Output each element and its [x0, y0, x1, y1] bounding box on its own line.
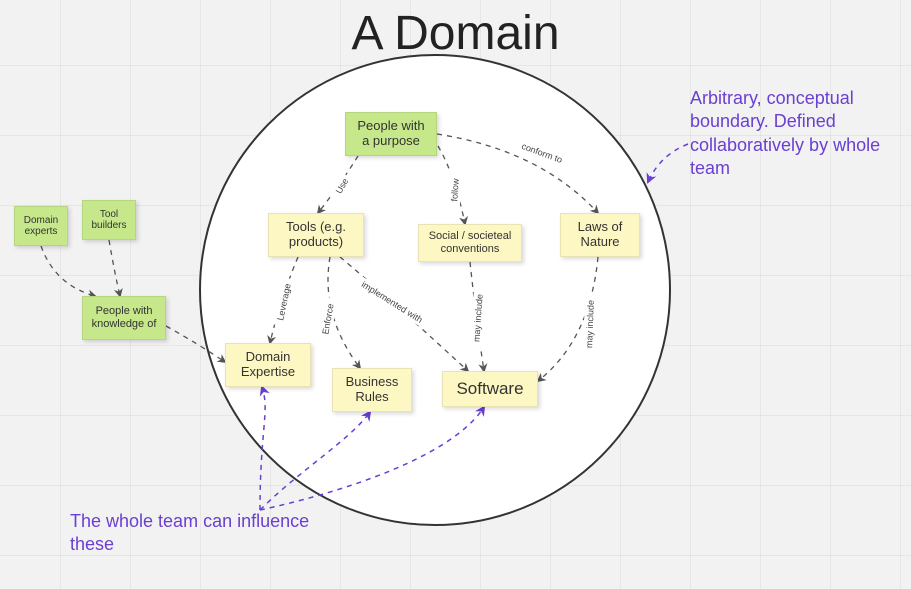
annotation-boundary: Arbitrary, conceptual boundary. Defined …: [690, 87, 900, 181]
sticky-business-rules: Business Rules: [332, 368, 412, 412]
sticky-tool-builders: Tool builders: [82, 200, 136, 240]
sticky-laws: Laws of Nature: [560, 213, 640, 257]
sticky-people-knowledge: People with knowledge of: [82, 296, 166, 340]
sticky-people-purpose: People with a purpose: [345, 112, 437, 156]
diagram-title: A Domain: [0, 6, 911, 61]
diagram-canvas: { "title": "A Domain", "colors": { "page…: [0, 0, 911, 589]
sticky-social: Social / societeal conventions: [418, 224, 522, 262]
sticky-tools: Tools (e.g. products): [268, 213, 364, 257]
sticky-software: Software: [442, 371, 538, 407]
sticky-domain-expertise: Domain Expertise: [225, 343, 311, 387]
sticky-domain-experts: Domain experts: [14, 206, 68, 246]
annotation-influence: The whole team can influence these: [70, 510, 310, 557]
